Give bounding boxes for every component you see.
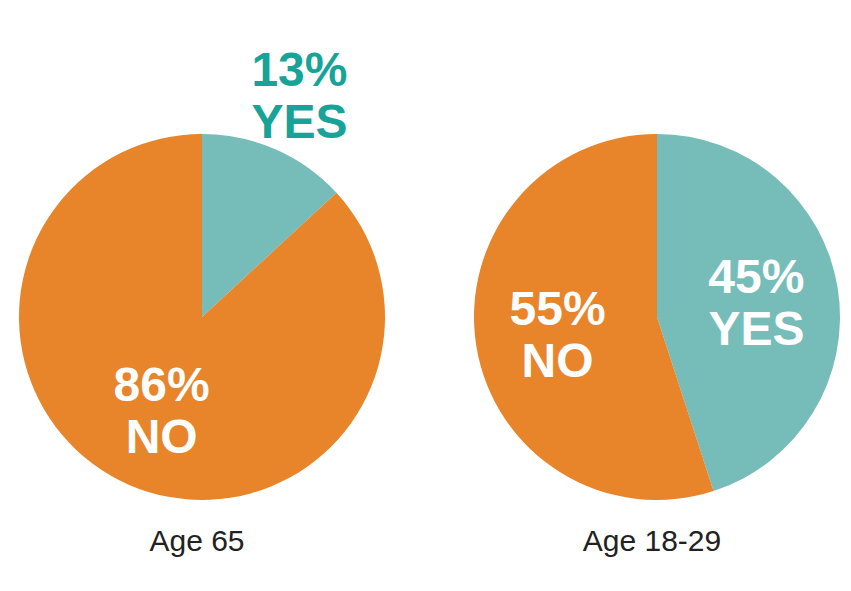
svg-text:55%: 55% <box>510 282 606 335</box>
svg-text:13%: 13% <box>251 43 347 96</box>
html-text:Age 65: Age 65 <box>149 524 245 557</box>
html-text:Age 18-29: Age 18-29 <box>582 524 722 557</box>
svg-text:86%: 86% <box>114 358 210 411</box>
svg-text:45%: 45% <box>708 250 804 303</box>
svg-text:NO: NO <box>126 410 198 463</box>
svg-text:YES: YES <box>708 302 804 355</box>
svg-text:YES: YES <box>251 95 347 148</box>
svg-text:NO: NO <box>522 334 594 387</box>
